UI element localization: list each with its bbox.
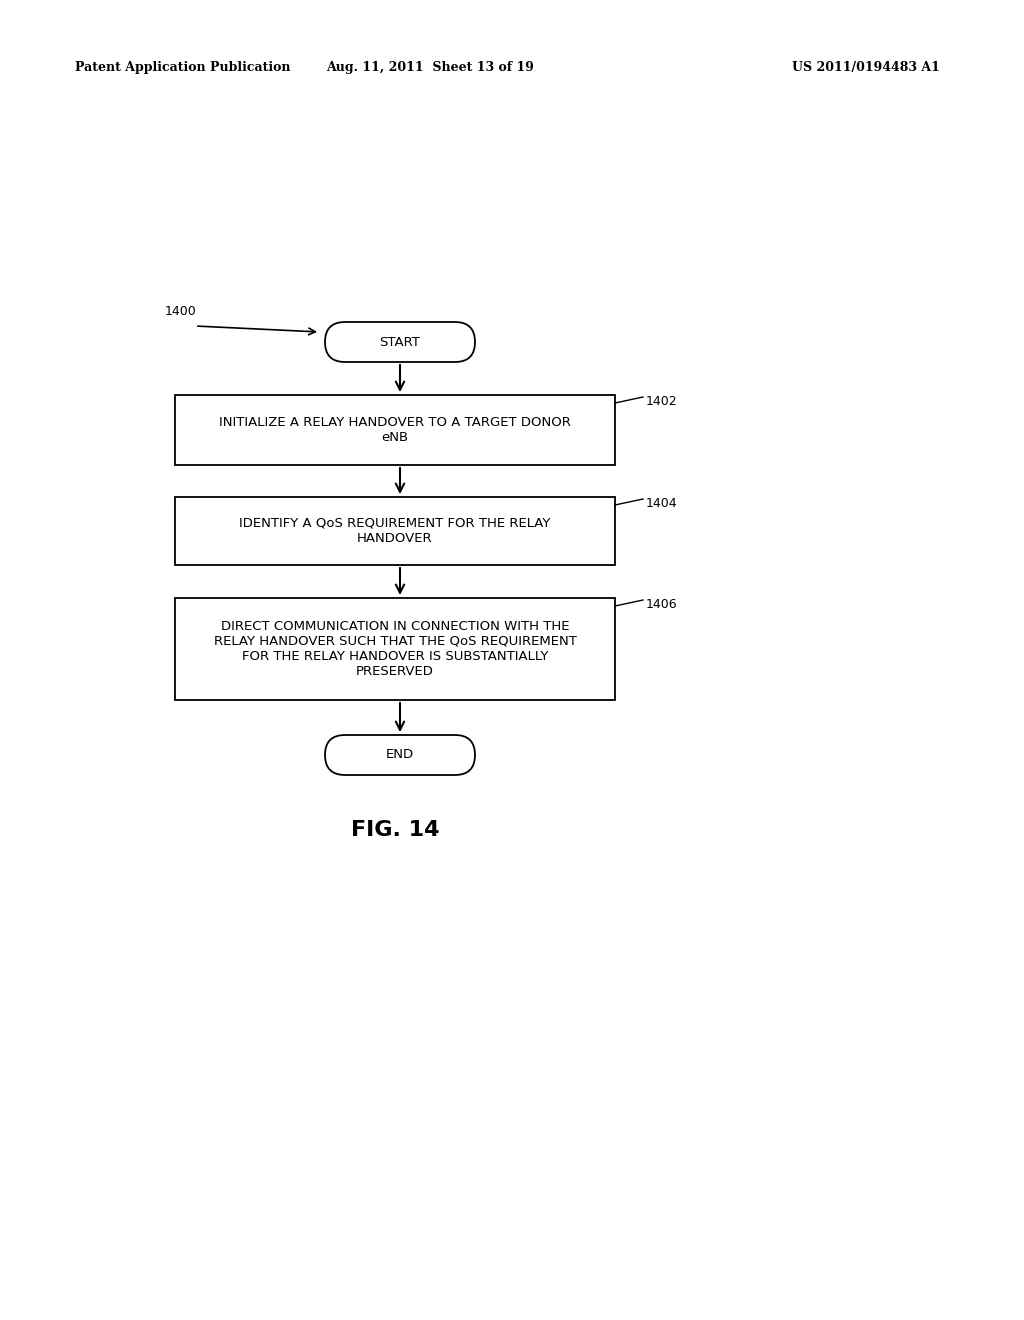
FancyBboxPatch shape — [345, 735, 455, 775]
Bar — [175, 498, 615, 565]
Bar — [175, 395, 615, 465]
Text: 1402: 1402 — [646, 395, 678, 408]
FancyBboxPatch shape — [325, 735, 475, 775]
Text: START: START — [380, 335, 421, 348]
Text: DIRECT COMMUNICATION IN CONNECTION WITH THE
RELAY HANDOVER SUCH THAT THE QoS REQ: DIRECT COMMUNICATION IN CONNECTION WITH … — [214, 620, 577, 678]
Text: IDENTIFY A QoS REQUIREMENT FOR THE RELAY
HANDOVER: IDENTIFY A QoS REQUIREMENT FOR THE RELAY… — [240, 517, 551, 545]
Text: 1400: 1400 — [165, 305, 197, 318]
Text: Aug. 11, 2011  Sheet 13 of 19: Aug. 11, 2011 Sheet 13 of 19 — [326, 62, 534, 74]
Text: FIG. 14: FIG. 14 — [351, 820, 439, 840]
Text: Patent Application Publication: Patent Application Publication — [75, 62, 291, 74]
Bar — [175, 598, 615, 700]
Text: 1406: 1406 — [646, 598, 678, 611]
Text: INITIALIZE A RELAY HANDOVER TO A TARGET DONOR
eNB: INITIALIZE A RELAY HANDOVER TO A TARGET … — [219, 416, 571, 444]
Text: US 2011/0194483 A1: US 2011/0194483 A1 — [793, 62, 940, 74]
FancyBboxPatch shape — [325, 322, 475, 362]
Text: END: END — [386, 748, 414, 762]
FancyBboxPatch shape — [345, 322, 455, 362]
Text: 1404: 1404 — [646, 498, 678, 510]
